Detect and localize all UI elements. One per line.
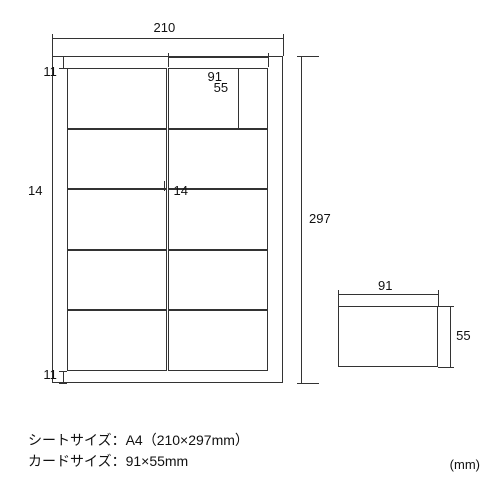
dim-label-sheet-height: 297 (309, 211, 331, 226)
card-cell (67, 68, 167, 129)
dim-line-card-w (168, 57, 268, 58)
dim-tick (52, 34, 53, 56)
dim-label-smallcard-w: 91 (378, 278, 392, 293)
dim-tick (67, 181, 68, 191)
dim-line-smallcard-w (338, 294, 438, 295)
dim-tick (438, 290, 439, 306)
dim-tick (52, 185, 67, 186)
card-cell (168, 310, 268, 371)
dim-line-right (301, 56, 302, 383)
dim-label-margin-top: 11 (43, 64, 57, 79)
unit-label: (mm) (450, 457, 480, 472)
single-card-outline (338, 306, 438, 367)
dim-label-card-height: 55 (214, 80, 228, 95)
dim-label-margin-left: 14 (28, 183, 42, 198)
dim-tick (232, 129, 244, 130)
card-cell (168, 250, 268, 311)
dim-label-smallcard-h: 55 (456, 328, 470, 343)
dim-tick (297, 383, 319, 384)
dim-tick (164, 181, 165, 191)
dim-tick (168, 53, 169, 67)
dim-label-sheet-width: 210 (154, 20, 176, 35)
dim-tick (297, 56, 319, 57)
dim-tick (52, 181, 53, 191)
card-cell (67, 250, 167, 311)
card-cell (168, 129, 268, 190)
dim-line-top (52, 38, 283, 39)
dim-tick (59, 371, 67, 372)
dim-tick (63, 56, 64, 68)
card-cell (67, 310, 167, 371)
dim-tick (438, 306, 454, 307)
card-cell (67, 129, 167, 190)
dim-tick (283, 34, 284, 56)
footer-text: シートサイズ：A4（210×297mm）カードサイズ：91×55mm (28, 430, 249, 472)
dim-tick (63, 371, 64, 383)
footer-line-1: シートサイズ：A4（210×297mm） (28, 430, 249, 451)
dim-tick (268, 53, 269, 67)
dim-tick (338, 290, 339, 306)
dim-line-card-h (238, 68, 239, 129)
card-cell (67, 189, 167, 250)
dim-tick (59, 383, 67, 384)
dim-tick (59, 68, 67, 69)
dim-tick (438, 367, 454, 368)
card-cell (168, 189, 268, 250)
dim-line-smallcard-h (450, 306, 451, 367)
footer-line-2: カードサイズ：91×55mm (28, 451, 249, 472)
dim-label-margin-bottom: 11 (43, 367, 57, 382)
dim-label-gutter: 14 (174, 183, 188, 198)
dim-tick (59, 56, 67, 57)
